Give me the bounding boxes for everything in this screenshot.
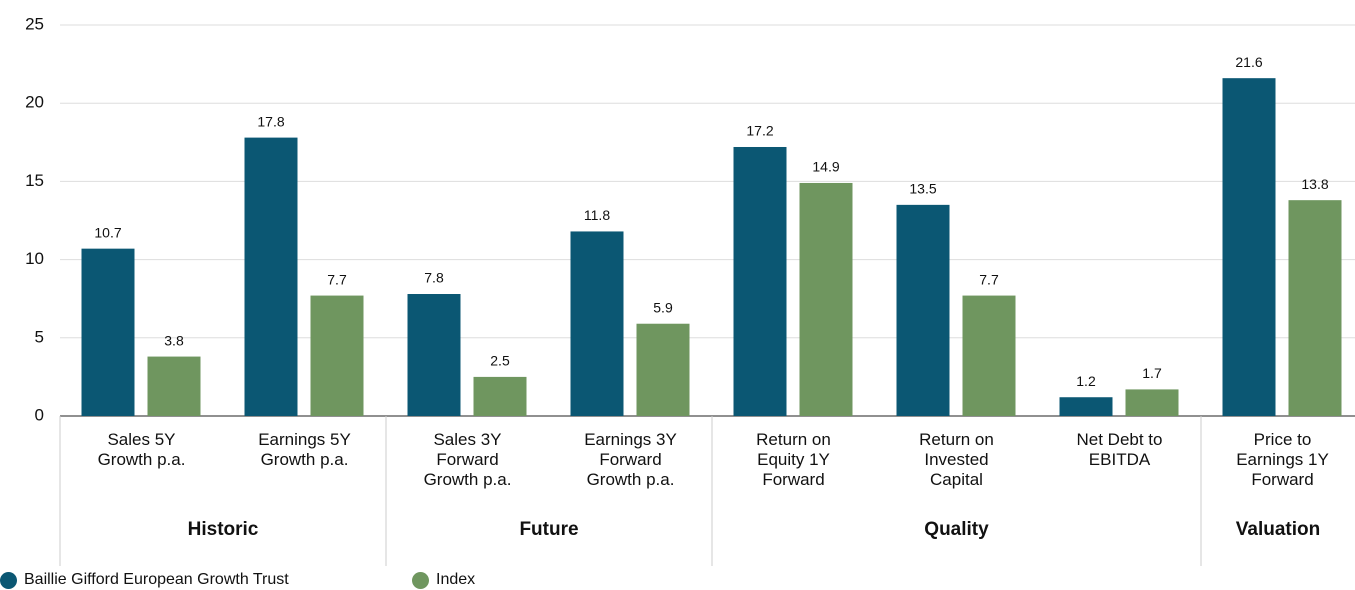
value-label: 3.8 [164, 332, 184, 348]
y-tick-label: 10 [25, 249, 44, 268]
bar [636, 323, 690, 416]
y-tick-label: 20 [25, 93, 44, 112]
value-label: 11.8 [584, 207, 610, 223]
value-label: 2.5 [490, 353, 510, 369]
bar [570, 231, 624, 416]
y-tick-label: 15 [25, 171, 44, 190]
x-tick-label: Sales 5Y Growth p.a. [97, 430, 186, 469]
value-label: 10.7 [94, 224, 121, 240]
y-tick-label: 0 [35, 405, 44, 424]
value-label: 17.8 [257, 113, 284, 129]
x-tick-label: Earnings 3Y Forward Growth p.a. [584, 430, 677, 489]
x-tick-label: Return on Equity 1Y Forward [756, 430, 831, 489]
x-tick-label: Net Debt to EBITDA [1076, 430, 1163, 469]
bar [473, 376, 527, 416]
value-label: 21.6 [1235, 54, 1262, 70]
bar [147, 356, 201, 416]
y-tick-label: 5 [35, 327, 44, 346]
value-label: 7.7 [327, 271, 347, 287]
x-tick-label: Price to Earnings 1Y Forward [1236, 430, 1329, 489]
legend-swatch [0, 571, 17, 589]
bar [799, 182, 853, 416]
group-label: Quality [924, 519, 989, 540]
legend-item: Baillie Gifford European Growth Trust [0, 571, 289, 589]
x-tick-label: Sales 3Y Forward Growth p.a. [423, 430, 512, 489]
y-tick-label: 25 [25, 14, 44, 33]
value-label: 17.2 [746, 123, 773, 139]
bar [310, 295, 364, 416]
x-tick-label: Return on Invested Capital [919, 430, 994, 489]
bar [733, 146, 787, 416]
group-label: Future [519, 519, 579, 540]
value-label: 1.7 [1142, 365, 1162, 381]
value-label: 13.8 [1301, 176, 1328, 192]
value-label: 5.9 [653, 299, 673, 315]
bar [962, 295, 1016, 416]
legend-swatch [412, 571, 429, 589]
legend-item: Index [412, 571, 475, 589]
value-label: 14.9 [812, 159, 839, 175]
group-label: Valuation [1235, 519, 1321, 540]
bar [1059, 397, 1113, 416]
group-label: Historic [187, 519, 259, 540]
legend-label: Index [436, 571, 476, 588]
value-label: 13.5 [909, 181, 936, 197]
legend-label: Baillie Gifford European Growth Trust [24, 571, 289, 588]
bar [1288, 200, 1342, 416]
bar [407, 294, 461, 416]
bar [81, 248, 135, 416]
bar [1125, 389, 1179, 416]
value-label: 7.7 [979, 271, 999, 287]
bar [896, 204, 950, 416]
bar [1222, 78, 1276, 417]
bar [244, 137, 298, 416]
value-label: 7.8 [424, 270, 444, 286]
value-label: 1.2 [1076, 373, 1096, 389]
x-tick-label: Earnings 5Y Growth p.a. [258, 430, 351, 469]
